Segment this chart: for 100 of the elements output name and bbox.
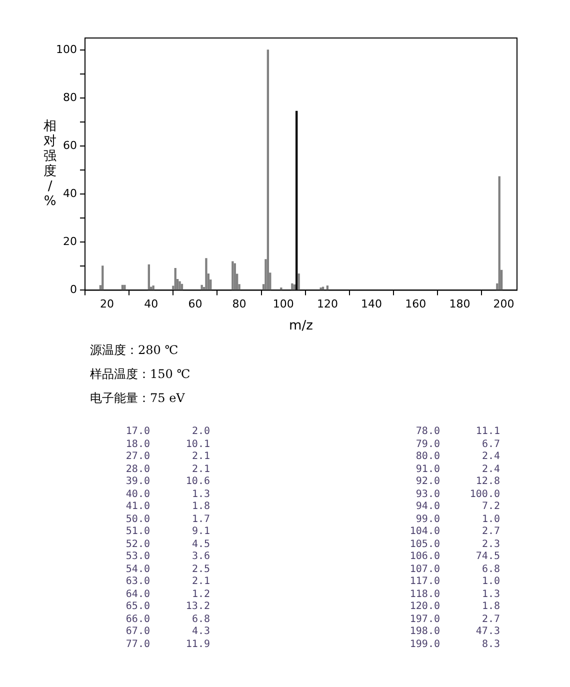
y-axis-title: 相对强度/% [44,118,56,209]
text: 10.1 [184,438,210,451]
text: 电子能量：75 eV [90,390,186,407]
text: 40.0 [124,488,150,501]
text: 17.0 [124,426,150,438]
text: 104.0 [408,526,440,538]
y-tick-label: 80 [62,90,77,104]
x-tick-label: 60 [188,298,202,311]
text: 2.7 [480,614,500,626]
y-tick-label: 100 [56,42,77,56]
text: 1.7 [190,514,210,526]
text: 2.4 [480,464,500,476]
text: 67.0 [124,626,150,638]
text: 2.1 [190,576,210,588]
text: 78.0 [414,426,440,438]
text: 2.0 [190,426,210,438]
x-tick-label: 100 [272,298,294,311]
text: 8.3 [480,638,500,651]
text: 2.1 [190,451,210,464]
text: 41.0 [124,501,150,514]
text: 1.0 [480,576,500,588]
text: 198.0 [408,626,440,638]
text: 1.8 [480,601,500,614]
text: 74.5 [474,551,500,564]
text: 107.0 [408,564,440,576]
y-tick-label: 60 [62,138,77,152]
text: 197.0 [408,614,440,626]
text: 样品温度：150 ℃ [90,366,192,383]
text: 1.2 [190,588,210,601]
bar [205,258,208,290]
text: 94.0 [414,501,440,514]
text: 9.1 [190,526,210,538]
text: 13.2 [184,601,210,614]
text: 93.0 [414,488,440,501]
text: 2.3 [480,538,500,551]
text: 2.1 [190,464,210,476]
x-tick-label: 140 [361,298,382,311]
bar [266,50,270,290]
bar [174,268,176,290]
text: 4.3 [190,626,210,638]
text: 92.0 [414,476,440,488]
text: 12.8 [474,476,500,488]
text: 2.7 [480,526,500,538]
text: 6.8 [190,614,210,626]
x-tick-label: 20 [100,298,114,311]
text: 2.5 [190,564,210,576]
text: 1.8 [190,501,210,514]
text: 1.3 [480,588,500,601]
x-tick-label: 120 [316,298,338,311]
text: 3.6 [190,551,210,564]
bar [200,284,203,290]
text: 66.0 [124,614,150,626]
text: 2.4 [480,451,500,464]
bar [232,261,234,290]
x-tick-label: 80 [232,298,246,311]
y-tick-label: 0 [70,283,77,296]
text: 65.0 [124,601,150,614]
text: 120.0 [408,601,440,614]
bar [498,176,500,290]
text: 50.0 [124,514,150,526]
text: 54.0 [124,564,150,576]
text: 1.3 [190,488,210,501]
text: 6.8 [480,564,500,576]
text: 53.0 [124,551,150,564]
x-tick-label: 180 [449,298,470,311]
text: 7.2 [480,501,500,514]
text: 99.0 [414,514,440,526]
y-tick-label: 20 [62,235,77,248]
text: 6.7 [480,438,500,451]
text: 1.0 [480,514,500,526]
text: 77.0 [124,638,150,651]
text: 51.0 [124,526,150,538]
text: 4.5 [190,538,210,551]
text: 80.0 [414,451,440,464]
text: 117.0 [408,576,440,588]
text: 27.0 [124,451,150,464]
text: 105.0 [408,538,440,551]
text: 100.0 [468,488,500,501]
text: 199.0 [408,638,440,651]
text: 10.6 [184,476,210,488]
text: 91.0 [414,464,440,476]
bar [234,263,236,290]
x-tick-label: 160 [405,298,426,311]
text: 79.0 [414,438,440,451]
y-tick-label: 40 [62,186,77,200]
bar [148,264,150,290]
text: 64.0 [124,588,150,601]
text: 118.0 [408,588,440,601]
x-axis-title: m/z [289,318,314,334]
text: 18.0 [124,438,150,451]
text: 11.9 [184,638,210,651]
text: 11.1 [474,426,500,438]
x-tick-label: 200 [493,298,514,311]
text: 39.0 [124,476,150,488]
text: 源温度：280 ℃ [90,342,180,359]
text: 52.0 [124,538,150,551]
bar [298,274,300,290]
bar [102,266,104,290]
text: 106.0 [408,551,440,564]
text: 28.0 [124,464,150,476]
